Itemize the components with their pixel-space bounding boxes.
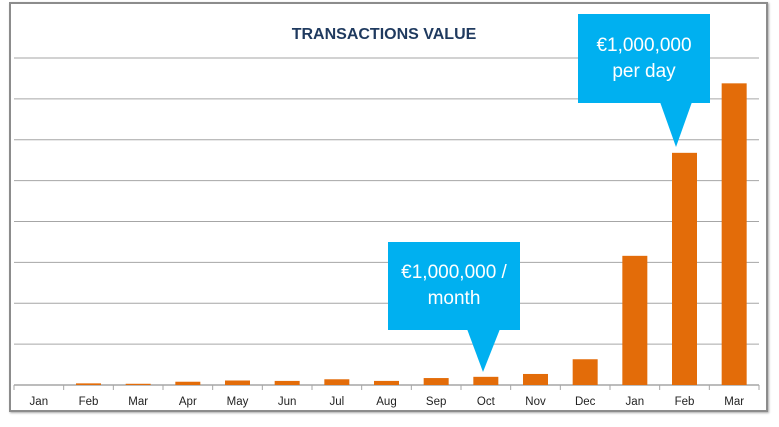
bar-9 [473, 376, 499, 385]
callout-monthly-pointer [467, 329, 500, 372]
bar-4 [225, 380, 250, 385]
x-tick-label: Nov [525, 396, 546, 408]
bar-2 [125, 383, 151, 385]
x-tick-label: Aug [376, 396, 396, 408]
x-tick-label: Apr [179, 396, 197, 408]
callout-daily-line2: per day [612, 60, 676, 82]
x-tick-label: Jul [329, 396, 344, 408]
bar-1 [76, 383, 101, 385]
x-tick-label: May [227, 396, 249, 408]
callout-daily-pointer [660, 102, 692, 147]
x-tick-label: Mar [724, 396, 744, 408]
bar-13 [672, 152, 697, 385]
callout-monthly: €1,000,000 / month [388, 242, 520, 330]
chart-title: TRANSACTIONS VALUE [292, 26, 477, 43]
x-tick-label: Sep [426, 396, 446, 408]
x-tick-label: Mar [128, 396, 148, 408]
bar-8 [423, 378, 449, 385]
x-tick-label: Jan [30, 396, 49, 408]
callout-monthly-line2: month [427, 288, 481, 309]
bar-3 [175, 381, 201, 385]
bar-7 [374, 380, 399, 385]
bar-10 [523, 373, 548, 385]
x-tick-label: Feb [79, 396, 99, 408]
bar-14 [721, 83, 747, 385]
callout-daily: €1,000,000 per day [578, 14, 710, 103]
x-tick-label: Feb [675, 396, 695, 408]
callout-monthly-line1: €1,000,000 / [401, 262, 507, 283]
bar-12 [622, 255, 648, 385]
callout-daily-line1: €1,000,000 [596, 34, 692, 56]
x-tick-label: Jun [278, 396, 297, 408]
bar-11 [572, 359, 598, 385]
bar-5 [274, 380, 300, 385]
bar-6 [324, 379, 350, 385]
x-tick-label: Jan [626, 396, 645, 408]
x-tick-label: Dec [575, 396, 596, 408]
x-tick-label: Oct [477, 396, 496, 408]
